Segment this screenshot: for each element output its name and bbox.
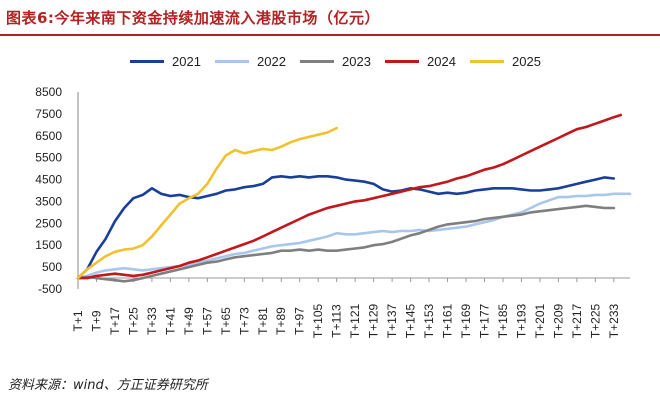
x-tick-label: T+9 bbox=[89, 310, 103, 331]
x-tick-label: T+49 bbox=[182, 307, 196, 335]
x-tick-label: T+209 bbox=[551, 303, 565, 338]
x-tick-label: T+233 bbox=[607, 303, 621, 338]
y-tick-label: 4500 bbox=[35, 173, 62, 187]
legend-item-2023: 2023 bbox=[300, 50, 371, 72]
source-note: 资料来源：wind、方正证券研究所 bbox=[8, 378, 208, 393]
x-tick-label: T+1 bbox=[71, 310, 85, 331]
legend-label-2022: 2022 bbox=[257, 53, 286, 69]
x-tick-label: T+105 bbox=[311, 303, 325, 338]
series-line-2021 bbox=[76, 175, 616, 280]
chart-title: 图表6:今年来南下资金持续加速流入港股市场（亿元） bbox=[6, 9, 380, 27]
x-tick-label: T+57 bbox=[200, 307, 214, 335]
legend-swatch-2021 bbox=[130, 59, 164, 63]
legend-label-2024: 2024 bbox=[427, 53, 456, 69]
x-tick-label: T+177 bbox=[477, 303, 491, 338]
legend-swatch-2022 bbox=[215, 59, 249, 63]
x-tick-label: T+185 bbox=[496, 303, 510, 338]
legend-item-2021: 2021 bbox=[130, 50, 201, 72]
title-bar: 图表6:今年来南下资金持续加速流入港股市场（亿元） bbox=[0, 0, 660, 36]
y-tick-label: 1500 bbox=[35, 238, 62, 252]
y-tick-label: 500 bbox=[42, 260, 62, 274]
x-tick-label: T+193 bbox=[514, 303, 528, 338]
y-tick-label: 2500 bbox=[35, 216, 62, 230]
x-tick-label: T+41 bbox=[163, 307, 177, 335]
x-tick-label: T+129 bbox=[367, 303, 381, 338]
x-tick-label: T+113 bbox=[330, 304, 344, 338]
series-line-2023 bbox=[76, 204, 616, 283]
legend-item-2025: 2025 bbox=[470, 50, 541, 72]
x-tick-label: T+73 bbox=[237, 307, 251, 335]
x-tick-label: T+137 bbox=[385, 303, 399, 338]
x-tick-label: T+161 bbox=[441, 303, 455, 338]
x-tick-label: T+145 bbox=[404, 303, 418, 338]
legend-label-2025: 2025 bbox=[512, 53, 541, 69]
x-tick-label: T+97 bbox=[293, 307, 307, 335]
y-tick-label: 7500 bbox=[35, 107, 62, 121]
x-tick-label: T+17 bbox=[108, 307, 122, 335]
y-tick-label: 8500 bbox=[35, 85, 62, 99]
x-tick-label: T+225 bbox=[588, 303, 602, 338]
y-tick-label: 3500 bbox=[35, 194, 62, 208]
line-chart: -500 500 1500 2500 3500 4500 5500 6500 7500 8500 T… bbox=[35, 85, 632, 338]
legend-item-2022: 2022 bbox=[215, 50, 286, 72]
legend-label-2023: 2023 bbox=[342, 53, 371, 69]
x-tick-label: T+65 bbox=[219, 307, 233, 335]
x-tick-label: T+33 bbox=[145, 307, 159, 335]
y-tick-label: -500 bbox=[38, 282, 62, 296]
x-tick-label: T+217 bbox=[570, 303, 584, 338]
legend-swatch-2023 bbox=[300, 59, 334, 63]
x-tick-label: T+201 bbox=[533, 303, 547, 338]
legend-label-2021: 2021 bbox=[172, 53, 201, 69]
legend: 2021 2022 2023 2024 2025 bbox=[0, 50, 660, 72]
legend-swatch-2025 bbox=[470, 59, 504, 63]
legend-item-2024: 2024 bbox=[385, 50, 456, 72]
y-tick-label: 6500 bbox=[35, 129, 62, 143]
legend-swatch-2024 bbox=[385, 59, 419, 63]
x-tick-label: T+153 bbox=[422, 303, 436, 338]
y-tick-label: 5500 bbox=[35, 151, 62, 165]
series-line-2024 bbox=[76, 113, 623, 280]
x-tick-label: T+121 bbox=[348, 303, 362, 338]
x-tick-label: T+169 bbox=[459, 303, 473, 338]
x-tick-label: T+89 bbox=[274, 307, 288, 335]
x-tick-label: T+81 bbox=[256, 307, 270, 335]
series-line-2025 bbox=[76, 126, 338, 280]
x-tick-label: T+25 bbox=[126, 307, 140, 335]
series-line-2022 bbox=[76, 192, 632, 280]
